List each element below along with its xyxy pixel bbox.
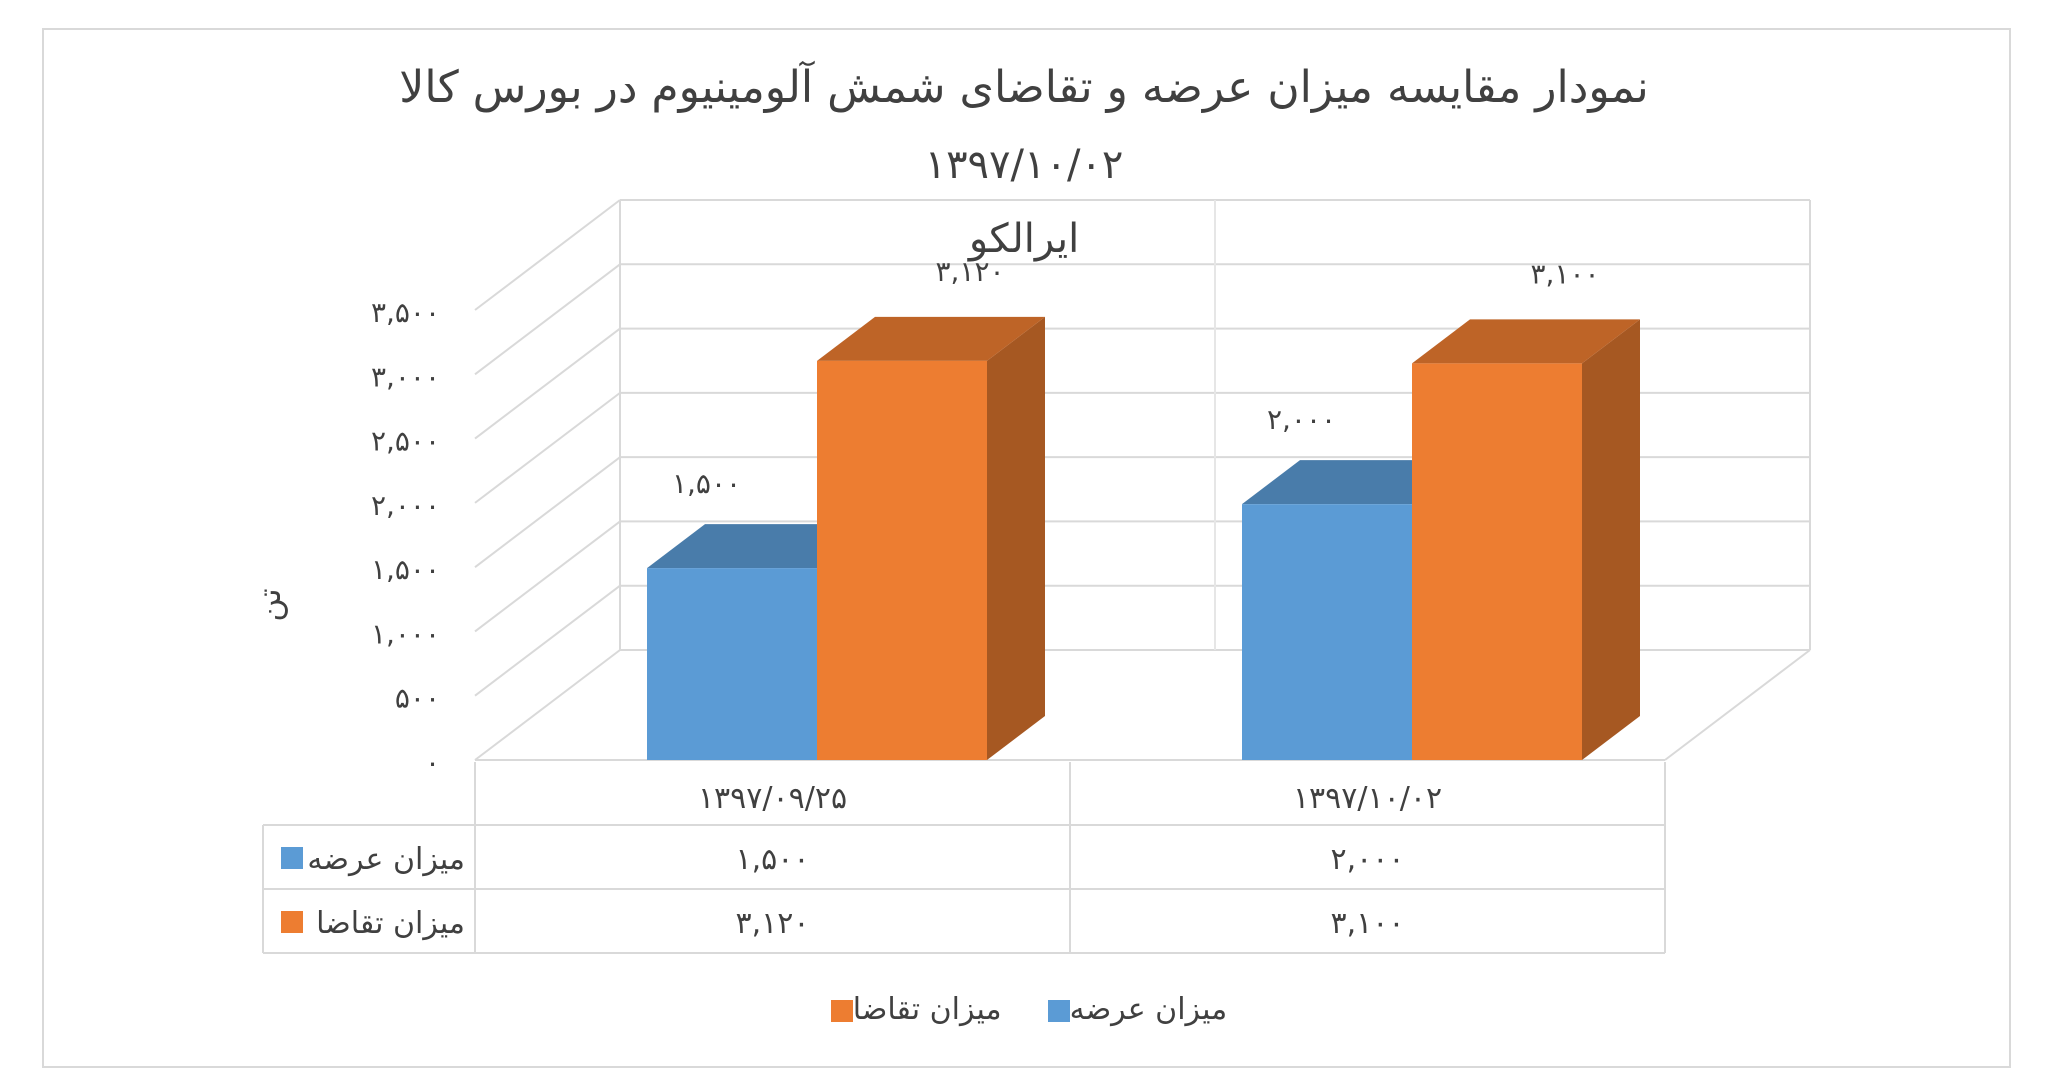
gridline-side-2 bbox=[474, 520, 621, 633]
y-tick-label: ۳,۵۰۰ bbox=[371, 296, 440, 329]
data-label: ۱,۵۰۰ bbox=[672, 467, 741, 500]
chart-title: نمودار مقایسه میزان عرضه و تقاضای شمش آل… bbox=[399, 62, 1649, 113]
y-tick-label: ۰ bbox=[425, 746, 440, 779]
bar-supply-0 bbox=[647, 568, 817, 760]
bar-demand-0 bbox=[817, 360, 987, 760]
table-cell-value: ۳,۱۲۰ bbox=[736, 906, 810, 941]
legend-label: میزان عرضه bbox=[1069, 992, 1228, 1027]
table-legend-swatch bbox=[281, 911, 303, 933]
bar-top-demand-1 bbox=[1412, 319, 1640, 364]
legend-item-supply: میزان عرضه bbox=[1038, 992, 1228, 1027]
gridline-side-5 bbox=[474, 327, 621, 440]
y-tick-label: ۱,۵۰۰ bbox=[371, 553, 440, 586]
y-tick-label: ۱,۰۰۰ bbox=[371, 617, 440, 650]
data-label: ۲,۰۰۰ bbox=[1267, 403, 1336, 436]
gridline-side-6 bbox=[474, 263, 621, 376]
table-legend-swatch bbox=[281, 847, 303, 869]
chart-subtitle-date: ۱۳۹۷/۱۰/۰۲ bbox=[924, 142, 1124, 188]
gridline-side-0 bbox=[474, 649, 621, 761]
y-tick-label: ۲,۵۰۰ bbox=[371, 425, 440, 458]
y-axis-label: تن bbox=[250, 588, 288, 621]
legend-swatch bbox=[830, 999, 853, 1022]
data-label: ۳,۱۰۰ bbox=[1530, 257, 1599, 290]
floor-right-edge bbox=[1664, 649, 1811, 761]
y-tick-label: ۵۰۰ bbox=[395, 682, 440, 715]
chart-subtitle-company: ایرالکو bbox=[968, 216, 1080, 262]
legend-swatch bbox=[1047, 999, 1070, 1022]
y-tick-label: ۳,۰۰۰ bbox=[371, 360, 440, 393]
bar-demand-1 bbox=[1412, 363, 1582, 760]
gridline-side-3 bbox=[474, 456, 621, 568]
table-cell-value: ۱,۵۰۰ bbox=[736, 842, 810, 877]
data-label: ۳,۱۲۰ bbox=[935, 255, 1004, 288]
bar-side-demand-0 bbox=[987, 316, 1045, 760]
gridline-side-4 bbox=[474, 392, 621, 504]
category-label: ۱۳۹۷/۱۰/۰۲ bbox=[1293, 781, 1442, 816]
bar-supply-1 bbox=[1242, 504, 1412, 760]
table-cell-value: ۲,۰۰۰ bbox=[1331, 842, 1405, 877]
table-series-name: میزان عرضه bbox=[307, 842, 465, 877]
table-series-name: میزان تقاضا bbox=[316, 906, 465, 941]
gridline-side-7 bbox=[474, 199, 621, 311]
gridline-side-1 bbox=[474, 584, 621, 697]
legend-label: میزان تقاضا bbox=[852, 992, 1002, 1027]
bar-top-demand-0 bbox=[817, 316, 1045, 361]
category-label: ۱۳۹۷/۰۹/۲۵ bbox=[698, 781, 847, 816]
y-tick-label: ۲,۰۰۰ bbox=[371, 489, 440, 522]
table-cell-value: ۳,۱۰۰ bbox=[1331, 906, 1405, 941]
legend-item-demand: میزان تقاضا bbox=[821, 992, 1002, 1027]
bar-side-demand-1 bbox=[1582, 319, 1640, 760]
chart-frame bbox=[42, 28, 2011, 1068]
legend: میزان عرضه میزان تقاضا bbox=[0, 992, 2048, 1036]
